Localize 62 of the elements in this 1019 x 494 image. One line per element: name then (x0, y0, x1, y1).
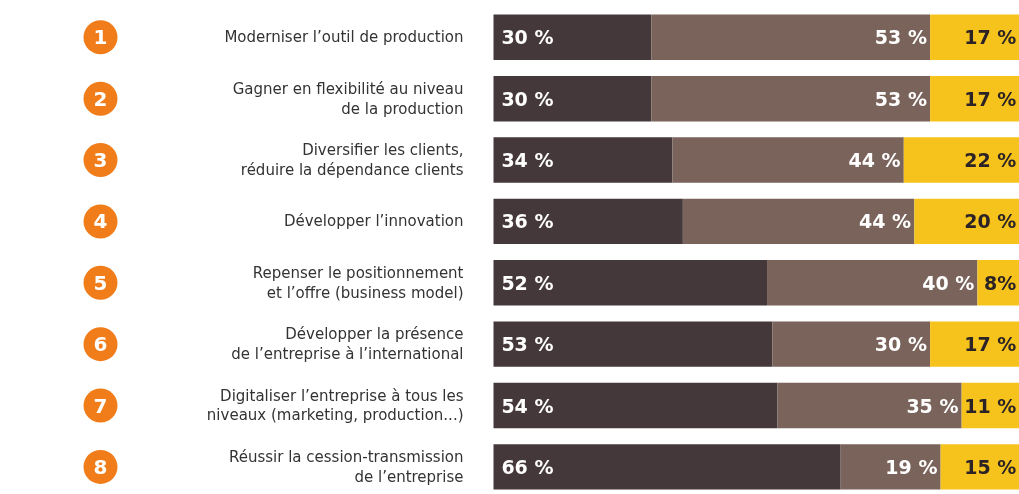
y-tick-label: Gagner en flexibilité au niveau de la production (232, 79, 464, 118)
text: 4 (93, 209, 108, 234)
y-tick-label: Digitaliser l’entreprise à tous les niveaux (marketing, production...) (206, 386, 464, 425)
text: 2 (93, 86, 108, 111)
data-label: 17 % (964, 26, 1017, 49)
bar (767, 260, 978, 306)
data-label: 30 % (874, 333, 927, 356)
data-label: 53 % (874, 26, 927, 49)
text: 3 (93, 148, 108, 173)
data-label: 30 % (501, 26, 554, 49)
y-tick-label: Réussir la cession-transmission de l’entreprise (228, 447, 464, 486)
bar (930, 321, 1019, 367)
text: 6 (93, 332, 108, 357)
bar (493, 198, 683, 245)
data-label: 66 % (501, 455, 554, 478)
bar (493, 382, 778, 429)
data-label: 17 % (964, 333, 1017, 356)
data-label: 34 % (501, 149, 554, 172)
bar (651, 75, 931, 122)
data-label: 17 % (964, 87, 1017, 110)
bar (493, 321, 773, 367)
y-tick-label: Développer l’innovation (283, 212, 464, 231)
bar (840, 444, 941, 490)
bar (672, 137, 904, 183)
y-tick-label: Repenser le positionnement et l’offre (business model) (252, 263, 464, 302)
data-label: 15 % (964, 455, 1017, 478)
data-label: 44 % (848, 149, 901, 172)
bar (903, 137, 1019, 183)
bar (651, 14, 931, 61)
data-label: 22 % (964, 149, 1017, 172)
bar (940, 444, 1019, 490)
data-label: 53 % (874, 87, 927, 110)
bar (493, 14, 652, 61)
data-label: 53 % (501, 333, 554, 356)
data-label: 36 % (501, 210, 554, 233)
text: 5 (93, 270, 108, 295)
data-label: 19 % (885, 455, 938, 478)
data-label: 44 % (859, 210, 912, 233)
bar (930, 14, 1019, 61)
y-tick-label: Diversifier les clients, réduire la dépendance clients (240, 141, 464, 179)
data-label: 8% (984, 271, 1017, 294)
bar (682, 198, 915, 245)
y-tick-label: Moderniser l’outil de production (224, 28, 464, 47)
text: 8 (93, 454, 108, 479)
bar (493, 444, 841, 490)
data-label: 52 % (501, 271, 554, 294)
bar (930, 75, 1019, 122)
data-label: 40 % (922, 271, 975, 294)
bar (493, 260, 768, 306)
bar (493, 137, 673, 183)
text: 1 (93, 25, 108, 50)
y-tick-label: Développer la présence de l’entreprise à l’international (231, 325, 464, 364)
bar (914, 198, 1019, 245)
data-label: 54 % (501, 394, 554, 417)
bar (493, 75, 652, 122)
bar (772, 321, 931, 367)
data-label: 30 % (501, 87, 554, 110)
data-label: 35 % (906, 394, 959, 417)
data-label: 20 % (964, 210, 1017, 233)
bar (777, 382, 962, 429)
data-label: 11 % (964, 394, 1017, 417)
text: 7 (93, 393, 108, 418)
